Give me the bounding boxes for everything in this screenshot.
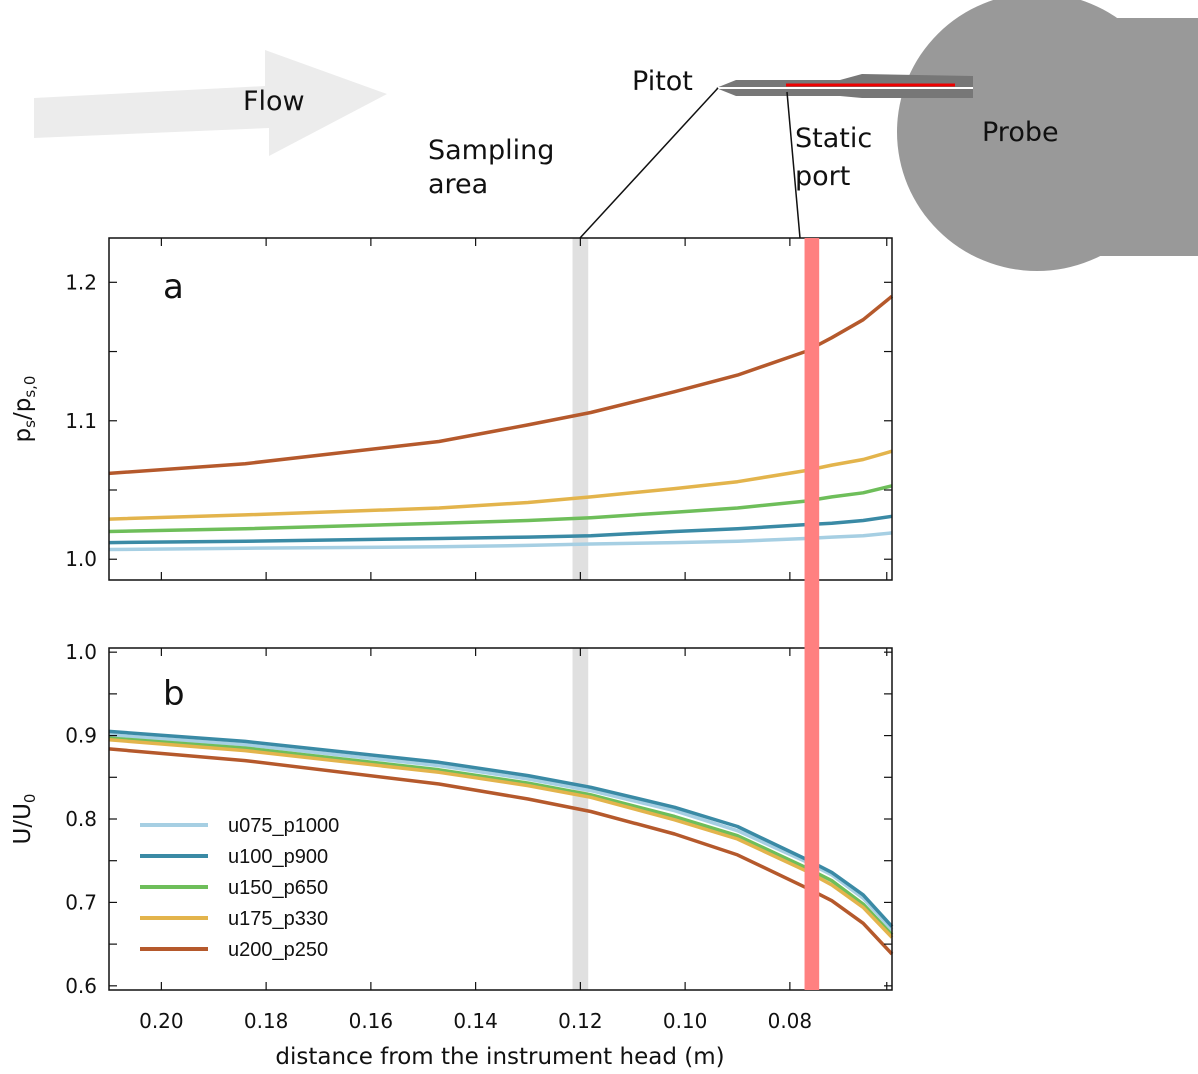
y-tick-label: 0.6 — [65, 974, 97, 998]
series-line-u200_p250 — [108, 747, 894, 956]
sampling-area-label-line1: Sampling — [428, 135, 554, 166]
x-tick-label: 0.16 — [349, 1009, 394, 1033]
panel-a-bands — [572, 238, 589, 580]
panel-b-ticks: 0.6 0.7 0.8 0.9 1.0 0.20 0.18 0.16 0.14 0.12 0.10 0… — [65, 640, 892, 1033]
static-port-band — [804, 238, 820, 990]
panel-a-ylabel-slash: /p — [10, 398, 36, 420]
y-tick-label: 0.7 — [65, 890, 97, 914]
series-line-u175_p330 — [108, 449, 893, 521]
y-tick-label: 0.8 — [65, 807, 97, 831]
flow-label: Flow — [243, 86, 305, 117]
series-line-u075_p1000 — [108, 733, 894, 932]
y-tick-label: 1.1 — [65, 409, 97, 433]
panel-b: 0.6 0.7 0.8 0.9 1.0 0.20 0.18 0.16 0.14 0.12 0.10 0… — [10, 640, 894, 1070]
pitot-label: Pitot — [632, 66, 693, 97]
legend-entry-u075_p1000: u075_p1000 — [228, 815, 339, 837]
series-line-u200_p250 — [108, 294, 894, 476]
flow-arrow — [34, 50, 387, 156]
schematic: Flow Probe Pitot Static port Sampling ar… — [34, 0, 1198, 271]
x-tick-label: 0.20 — [139, 1009, 184, 1033]
panel-b-letter: b — [163, 674, 185, 714]
panel-a-ylabel-sub2: s,0 — [21, 376, 39, 398]
panel-b-ylabel-sub: 0 — [21, 794, 39, 804]
x-tick-label: 0.08 — [768, 1009, 813, 1033]
y-tick-label: 1.0 — [65, 547, 97, 571]
legend-entry-u175_p330: u175_p330 — [228, 908, 328, 930]
legend-entry-u200_p250: u200_p250 — [228, 939, 328, 961]
y-tick-label: 1.2 — [65, 270, 97, 294]
panel-a-letter: a — [163, 267, 184, 307]
panel-a-lines — [108, 294, 894, 552]
probe-sting — [1097, 18, 1198, 256]
legend-entry-u100_p900: u100_p900 — [228, 846, 328, 868]
pitot-leader-line — [579, 87, 719, 239]
series-line-u150_p650 — [108, 484, 893, 534]
series-line-u100_p900 — [108, 514, 893, 545]
panel-b-frame — [108, 647, 893, 991]
x-axis-label: distance from the instrument head (m) — [275, 1044, 724, 1070]
legend: u075_p1000 u100_p900 u150_p650 u175_p330 u20… — [140, 815, 339, 961]
series-line-u100_p900 — [108, 729, 894, 928]
series-line-u175_p330 — [108, 738, 894, 939]
panel-a-frame — [108, 237, 893, 581]
panel-b-ylabel: U/U0 — [10, 794, 39, 845]
panel-b-bands — [572, 648, 589, 990]
panel-a-ylabel-sub1: s — [21, 420, 39, 428]
sampling-area-band — [572, 238, 589, 580]
static-port-label-line2: port — [795, 161, 850, 192]
static-port-label: Static port — [795, 123, 881, 192]
probe-body — [897, 0, 1198, 271]
panel-a-ylabel: ps/ps,0 — [10, 376, 39, 443]
static-port-leader-line — [786, 91, 801, 239]
probe-label: Probe — [982, 117, 1059, 148]
x-tick-label: 0.14 — [453, 1009, 498, 1033]
series-line-u075_p1000 — [108, 531, 893, 552]
y-tick-label: 1.0 — [65, 640, 97, 664]
pitot-tube — [716, 74, 973, 98]
panel-b-ylabel-main: U/U — [10, 803, 36, 844]
sampling-area-label: Sampling area — [428, 135, 563, 200]
x-tick-label: 0.18 — [244, 1009, 289, 1033]
panel-b-lines — [108, 729, 894, 956]
y-tick-label: 0.9 — [65, 724, 97, 748]
series-line-u150_p650 — [108, 736, 894, 937]
panel-a: 1.0 1.1 1.2 a ps/ps,0 — [10, 237, 894, 581]
panel-a-ticks: 1.0 1.1 1.2 — [65, 238, 892, 580]
x-tick-label: 0.10 — [663, 1009, 708, 1033]
sampling-area-label-line2: area — [428, 169, 488, 200]
legend-entry-u150_p650: u150_p650 — [228, 877, 328, 899]
static-port-label-line1: Static — [795, 123, 872, 154]
sampling-area-band — [572, 648, 589, 990]
panel-a-ylabel-main: p — [10, 428, 36, 443]
x-tick-label: 0.12 — [558, 1009, 603, 1033]
